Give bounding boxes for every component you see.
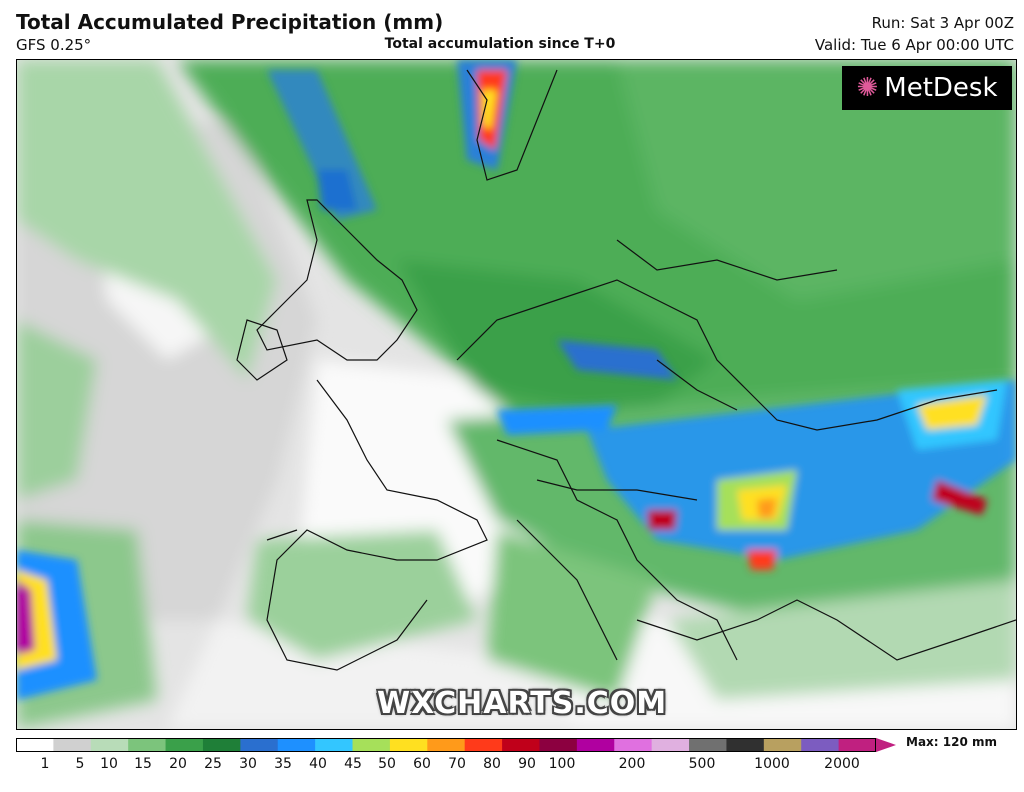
colorbar-tick-label: 30 — [239, 756, 257, 772]
colorbar-tick-label: 40 — [309, 756, 327, 772]
colorbar-swatch — [315, 738, 354, 752]
chart-title: Total Accumulated Precipitation (mm) — [16, 10, 444, 34]
model-label: GFS 0.25° — [16, 36, 92, 54]
run-label: Run: Sat 3 Apr 00Z — [871, 14, 1014, 32]
colorbar-tick-label: 1 — [40, 756, 50, 772]
colorbar-tick-label: 35 — [274, 756, 292, 772]
colorbar-swatch — [502, 738, 540, 752]
colorbar-swatch — [16, 738, 54, 752]
colorbar-swatch — [90, 738, 129, 752]
chart-subtitle: Total accumulation since T+0 — [384, 36, 616, 52]
colorbar — [16, 738, 896, 752]
watermark: WXCHARTS.COM — [377, 686, 668, 721]
colorbar-swatch — [576, 738, 615, 752]
colorbar-swatch — [352, 738, 391, 752]
colorbar-tick-label: 90 — [518, 756, 536, 772]
colorbar-tick-label: 2000 — [824, 756, 860, 772]
starburst-icon: ✺ — [856, 73, 879, 103]
colorbar-tick-label: 200 — [618, 756, 646, 772]
colorbar-swatch — [202, 738, 241, 752]
colorbar-swatch — [801, 738, 840, 752]
colorbar-swatch — [165, 738, 204, 752]
colorbar-swatch — [651, 738, 690, 752]
colorbar-tick-label: 500 — [688, 756, 716, 772]
colorbar-swatch — [689, 738, 727, 752]
colorbar-tick-label: 20 — [169, 756, 187, 772]
colorbar-ticks: 1 5 10 15 20 25 30 35 40 45 50 60 70 80 90 100 200 500 100… — [16, 756, 896, 776]
colorbar-tick-label: 80 — [483, 756, 501, 772]
colorbar-tick-label: 1000 — [754, 756, 790, 772]
colorbar-swatch — [726, 738, 765, 752]
colorbar-tick-label: 60 — [413, 756, 431, 772]
colorbar-extend-arrow — [876, 738, 896, 752]
colorbar-tick-label: 50 — [378, 756, 396, 772]
valid-label: Valid: Tue 6 Apr 00:00 UTC — [814, 36, 1014, 54]
colorbar-swatch — [53, 738, 92, 752]
colorbar-swatch — [277, 738, 316, 752]
colorbar-tick-label: 10 — [100, 756, 118, 772]
colorbar-swatch — [240, 738, 279, 752]
colorbar-swatch — [128, 738, 167, 752]
colorbar-swatch — [427, 738, 466, 752]
colorbar-tick-label: 5 — [75, 756, 85, 772]
map-canvas — [17, 60, 1016, 729]
colorbar-swatch — [389, 738, 428, 752]
colorbar-tick-label: 25 — [204, 756, 222, 772]
precipitation-map[interactable]: ✺ MetDesk WXCHARTS.COM — [16, 59, 1017, 730]
colorbar-tick-label: 100 — [548, 756, 576, 772]
colorbar-tick-label: 15 — [134, 756, 152, 772]
max-label: Max: 120 mm — [906, 735, 997, 749]
colorbar-swatch — [614, 738, 653, 752]
logo-text: MetDesk — [884, 73, 998, 103]
colorbar-tick-label: 70 — [448, 756, 466, 772]
colorbar-swatch — [539, 738, 578, 752]
colorbar-tick-label: 45 — [344, 756, 362, 772]
colorbar-swatch — [838, 738, 877, 752]
colorbar-swatch — [464, 738, 503, 752]
metdesk-logo: ✺ MetDesk — [842, 66, 1012, 110]
colorbar-swatch — [763, 738, 802, 752]
